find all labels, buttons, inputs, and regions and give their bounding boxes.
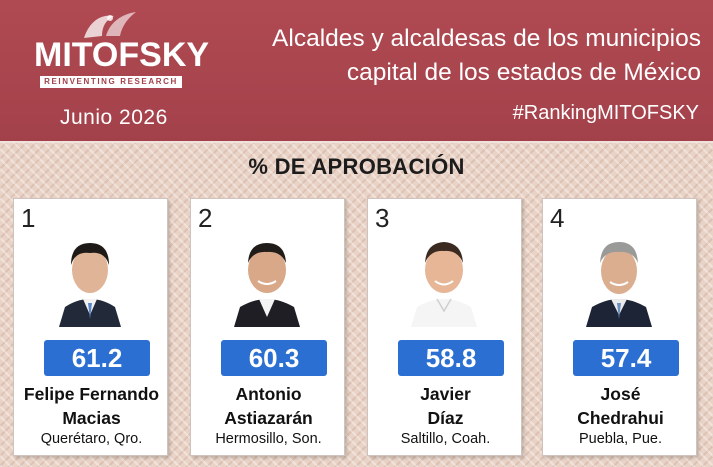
- name-line-2: Astiazarán: [224, 408, 313, 428]
- survey-date: Junio 2026: [60, 106, 168, 129]
- title-line-2: capital de los estados de México: [346, 59, 701, 86]
- name-line-1: Antonio: [235, 384, 302, 404]
- approval-score: 60.3: [221, 340, 327, 376]
- mitofsky-logo: MITOFSKY REINVENTING RESEARCH: [34, 10, 210, 88]
- rank-number: 3: [375, 203, 390, 233]
- candidate-photo: [234, 243, 300, 327]
- name-line-1: José: [600, 384, 641, 404]
- brand-tagline: REINVENTING RESEARCH: [40, 76, 182, 88]
- name-line-2: Chedrahui: [577, 408, 664, 428]
- name-line-1: Felipe Fernando: [23, 384, 160, 404]
- candidate-city: Hermosillo, Son.: [215, 431, 322, 447]
- candidate-name: José Chedrahui: [543, 382, 698, 430]
- candidate-city: Puebla, Pue.: [578, 431, 663, 447]
- candidate-name: Felipe Fernando Macias: [14, 382, 169, 430]
- hashtag: #RankingMITOFSKY: [512, 102, 699, 124]
- name-line-2: Díaz: [427, 408, 464, 428]
- brand-name: MITOFSKY: [34, 36, 210, 74]
- candidate-card: 3 58.8 Javier Díaz Saltillo, Coah.: [367, 198, 522, 456]
- section-title: % DE APROBACIÓN: [248, 154, 465, 179]
- ranking-cards: 1 61.2 Felipe Fernando Macias Querétaro,…: [0, 198, 713, 456]
- approval-score: 61.2: [44, 340, 150, 376]
- candidate-name: Javier Díaz: [368, 382, 523, 430]
- candidate-name: Antonio Astiazarán: [191, 382, 346, 430]
- approval-score: 57.4: [573, 340, 679, 376]
- approval-score: 58.8: [398, 340, 504, 376]
- rank-number: 4: [550, 203, 565, 233]
- title-line-1: Alcaldes y alcaldesas de los municipios: [272, 25, 701, 52]
- candidate-photo: [59, 243, 121, 327]
- candidate-card: 4 57.4 José Chedrahui Puebla, Pue.: [542, 198, 697, 456]
- rank-number: 1: [21, 203, 36, 233]
- logo-emblem-icon: [84, 12, 136, 38]
- candidate-photo: [586, 242, 652, 327]
- rank-number: 2: [198, 203, 213, 233]
- page-title: Alcaldes y alcaldesas de los municipios …: [221, 22, 701, 90]
- candidate-card: 2 60.3 Antonio Astiazarán Hermosillo, So…: [190, 198, 345, 456]
- name-line-2: Macias: [62, 408, 121, 428]
- name-line-1: Javier: [420, 384, 471, 404]
- candidate-photo: [411, 242, 477, 327]
- candidate-card: 1 61.2 Felipe Fernando Macias Querétaro,…: [13, 198, 168, 456]
- header-banner: MITOFSKY REINVENTING RESEARCH Junio 2026…: [0, 0, 713, 143]
- candidate-city: Querétaro, Qro.: [40, 431, 143, 447]
- candidate-city: Saltillo, Coah.: [400, 431, 491, 447]
